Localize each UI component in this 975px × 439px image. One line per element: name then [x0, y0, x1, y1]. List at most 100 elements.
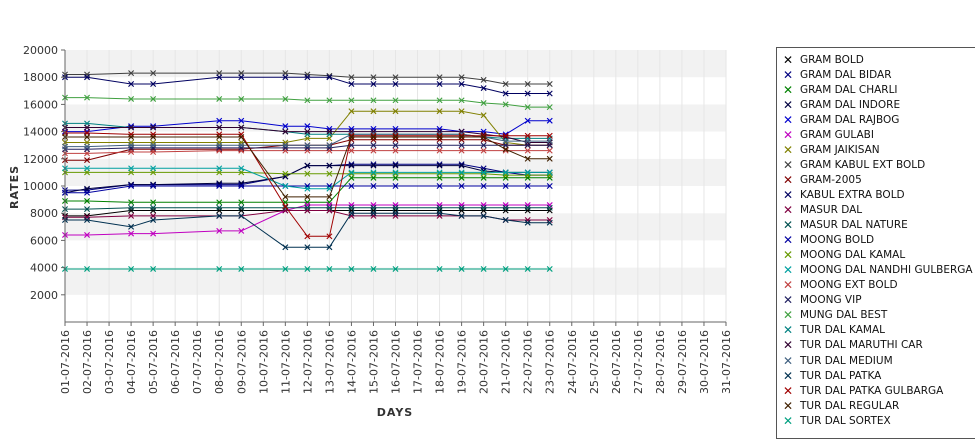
data-point — [480, 265, 487, 272]
data-point — [524, 183, 531, 189]
data-point — [150, 199, 157, 206]
series-line — [65, 132, 550, 237]
legend-item: ✕ TUR DAL PATKA GULBARGA — [781, 383, 943, 398]
series-line — [65, 212, 550, 248]
legend-marker-icon: ✕ — [782, 52, 794, 67]
data-point — [84, 157, 91, 164]
data-point — [238, 74, 245, 81]
data-point — [348, 74, 355, 81]
series-line — [65, 127, 550, 143]
legend-label: GRAM DAL BIDAR — [800, 68, 892, 81]
y-tick-label: 6000 — [30, 234, 58, 247]
x-tick-label: 19-07-2016 — [456, 330, 469, 394]
data-point — [348, 210, 355, 217]
y-tick-label: 18000 — [23, 71, 58, 84]
data-point — [524, 90, 531, 97]
data-point — [128, 95, 135, 102]
data-point — [282, 244, 289, 251]
data-point — [150, 142, 157, 149]
legend-item: ✕ TUR DAL REGULAR — [781, 398, 899, 413]
data-point — [84, 124, 91, 131]
data-point — [128, 199, 135, 206]
data-point — [128, 142, 135, 149]
data-point — [304, 162, 311, 169]
legend-label: MOONG DAL KAMAL — [800, 249, 906, 262]
data-point — [370, 265, 377, 272]
data-point — [546, 169, 553, 176]
legend-item: ✕ GRAM DAL INDORE — [781, 97, 900, 112]
series-lines — [62, 70, 553, 272]
y-tick-label: 16000 — [23, 98, 58, 111]
x-axis-title: DAYS — [377, 406, 413, 419]
y-axis-title: RATES — [8, 165, 21, 209]
data-point — [282, 170, 289, 177]
data-point — [282, 193, 289, 200]
legend-marker-icon: ✕ — [782, 398, 794, 413]
data-point — [128, 134, 135, 141]
legend-item: ✕ GRAM JAIKISAN — [781, 142, 880, 157]
x-tick-label: 16-07-2016 — [390, 330, 403, 394]
legend-item: ✕ GRAM KABUL EXT BOLD — [781, 157, 925, 172]
x-tick-label: 13-07-2016 — [323, 330, 336, 394]
legend-label: KABUL EXTRA BOLD — [800, 188, 905, 201]
data-point — [436, 147, 443, 154]
data-point — [128, 204, 135, 211]
x-tick-label: 23-07-2016 — [544, 330, 557, 394]
data-point — [84, 189, 91, 196]
data-point — [282, 142, 289, 149]
y-tick-label: 20000 — [23, 44, 58, 57]
data-point — [282, 74, 289, 81]
data-point — [238, 95, 245, 102]
data-point — [150, 217, 157, 223]
legend-marker-icon: ✕ — [782, 233, 794, 248]
series-line — [65, 210, 550, 217]
series-line — [65, 177, 550, 203]
series-gram-dal-charli — [62, 174, 553, 206]
data-point — [458, 108, 465, 115]
data-point — [84, 231, 91, 238]
data-point — [304, 204, 311, 211]
data-point — [392, 134, 399, 141]
data-point — [238, 199, 245, 206]
data-point — [238, 134, 245, 141]
data-point — [436, 81, 443, 87]
data-point — [392, 210, 399, 217]
data-point — [84, 143, 91, 150]
data-point — [458, 212, 465, 219]
legend-label: GRAM-2005 — [800, 173, 862, 186]
data-point — [480, 85, 487, 92]
data-point — [524, 219, 531, 226]
data-point — [216, 117, 223, 124]
x-tick-label: 18-07-2016 — [434, 330, 447, 394]
x-tick-label: 10-07-2016 — [257, 330, 270, 394]
x-tick-label: 28-07-2016 — [654, 330, 667, 394]
data-point — [392, 162, 399, 169]
legend-marker-icon: ✕ — [782, 127, 794, 142]
data-point — [546, 90, 553, 97]
legend-label: MASUR DAL — [800, 204, 863, 216]
data-point — [436, 142, 443, 149]
data-point — [128, 165, 135, 172]
data-point — [546, 219, 553, 226]
data-point — [326, 204, 333, 211]
data-point — [326, 142, 333, 149]
data-point — [546, 147, 553, 154]
data-point — [282, 183, 289, 189]
data-point — [150, 134, 157, 141]
data-point — [348, 183, 355, 189]
legend-item: ✕ MOONG BOLD — [781, 233, 874, 248]
legend-label: GRAM JAIKISAN — [800, 143, 880, 156]
legend-marker-icon: ✕ — [782, 293, 794, 308]
legend-item: ✕ TUR DAL SORTEX — [781, 413, 891, 428]
legend-item: ✕ MOONG VIP — [781, 293, 862, 308]
data-point — [348, 204, 355, 211]
legend-item: ✕ TUR DAL KAMAL — [781, 323, 885, 338]
x-axis-ticks: 01-07-2016 02-07-2016 03-07-2016 04-07-2016… — [59, 322, 733, 394]
legend-item: ✕ GRAM DAL RAJBOG — [781, 112, 899, 127]
data-point — [524, 104, 531, 111]
data-point — [84, 197, 91, 204]
series-tur-dal-regular — [62, 134, 553, 200]
data-point — [370, 142, 377, 149]
data-point — [128, 230, 135, 237]
legend-marker-icon: ✕ — [782, 248, 794, 263]
